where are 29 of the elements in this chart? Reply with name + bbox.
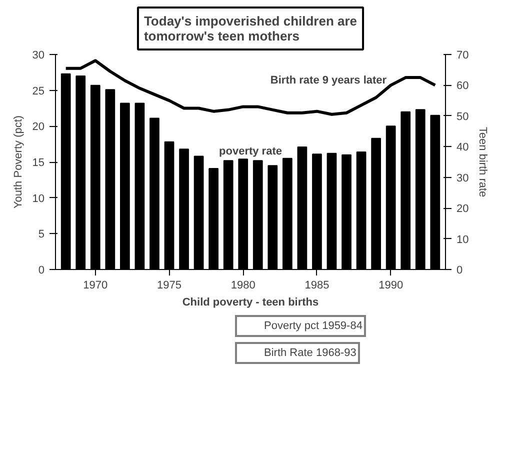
text: Poverty pct 1959-84 bbox=[264, 319, 362, 333]
y-axis-title: Youth Poverty (pct) bbox=[12, 115, 24, 209]
x-tick-label: 1975 bbox=[157, 280, 182, 292]
y2-axis-title: Teen birth rate bbox=[476, 126, 489, 198]
y-tick-label: 10 bbox=[32, 192, 45, 205]
y2-tick-label: 50 bbox=[456, 110, 469, 123]
y-tick-label: 15 bbox=[32, 157, 45, 169]
annotation: poverty rate bbox=[219, 145, 282, 158]
y2-tick-label: 60 bbox=[456, 80, 469, 92]
chart-title: Today's impoverished children are tomorrow's teen mothers bbox=[144, 14, 358, 44]
x-tick-label: 1980 bbox=[230, 280, 256, 292]
x-tick-label: 1970 bbox=[83, 280, 108, 292]
y-tick-label: 25 bbox=[32, 85, 45, 98]
x-axis-title: Child poverty - teen births bbox=[182, 296, 319, 308]
y2-tick-label: 40 bbox=[456, 142, 469, 154]
line-series bbox=[64, 59, 437, 116]
y2-tick-label: 20 bbox=[456, 203, 469, 216]
text: Birth Rate 1968-93 bbox=[264, 346, 356, 360]
y2-tick-label: 0 bbox=[456, 264, 463, 276]
x-tick-label: 1990 bbox=[378, 280, 404, 292]
y2-tick-label: 30 bbox=[456, 172, 469, 184]
y2-tick-label: 10 bbox=[456, 234, 469, 246]
y-tick-label: 20 bbox=[32, 121, 45, 134]
annotation: Birth rate 9 years later bbox=[270, 74, 388, 86]
x-tick-label: 1985 bbox=[304, 280, 330, 292]
y-tick-label: 5 bbox=[38, 228, 45, 241]
y-tick-label: 30 bbox=[32, 50, 45, 62]
y-tick-label: 0 bbox=[38, 264, 45, 276]
y2-tick-label: 70 bbox=[456, 50, 469, 62]
